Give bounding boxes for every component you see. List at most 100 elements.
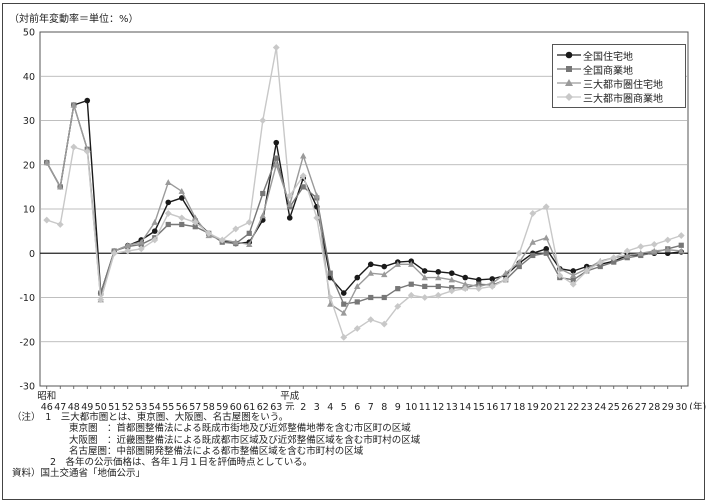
data-point [70, 143, 78, 151]
note-line: 東京圏 ：首都圏整備法による既成市街地及び近郊整備地帯を含む市区町の区域 [12, 423, 411, 435]
data-point [570, 277, 576, 283]
data-point [597, 263, 603, 270]
data-point [327, 270, 333, 276]
y-tick-label: -10 [19, 293, 35, 304]
series-line [46, 104, 682, 315]
x-tick-label: 9 [395, 402, 401, 410]
data-point [408, 261, 415, 267]
data-point [395, 286, 401, 292]
data-point [286, 192, 294, 200]
note-line: 2 各年の公示価格は、各年１月１日を評価時点としている。 [12, 457, 313, 469]
data-point [138, 238, 145, 245]
x-tick-label: 49 [81, 402, 93, 410]
triangle-marker-icon [557, 79, 581, 86]
y-tick-label: 0 [29, 249, 35, 260]
data-point [448, 270, 455, 276]
data-point [664, 236, 672, 244]
x-tick-label: 62 [257, 402, 269, 410]
note-line: 名古屋圏：中部圏開発整備法による都市整備区域を含む市町村の区域 [12, 445, 364, 457]
y-tick-label: 10 [23, 205, 35, 216]
data-point [610, 254, 618, 262]
data-point [475, 277, 482, 283]
data-point [273, 155, 279, 161]
data-point [624, 252, 631, 259]
data-point [435, 274, 442, 281]
data-point [367, 316, 375, 324]
data-point [218, 236, 226, 244]
era-label-showa: 昭和 [37, 391, 56, 402]
data-point [489, 276, 496, 282]
data-point [273, 139, 280, 146]
data-point [381, 294, 387, 301]
x-tick-label: 4 [327, 402, 333, 410]
data-point [165, 199, 172, 206]
x-tick-label: 30 [675, 402, 687, 410]
data-point [434, 291, 442, 299]
data-point [56, 221, 64, 228]
data-point [70, 101, 77, 108]
x-tick-label: 29 [662, 402, 674, 410]
data-point [340, 290, 347, 296]
note-line: （注） 1 三大都市圏とは、東京圏、大阪圏、名古屋圏をいう。 [12, 412, 289, 423]
note-line: 大阪圏 ：近畿圏整備法による既成都市区域及び近郊整備区域を含む市町村の区域 [12, 434, 421, 446]
data-point [368, 294, 374, 301]
data-point [327, 300, 334, 307]
x-tick-label: 8 [381, 402, 387, 410]
legend-label: 三大都市圏商業地 [583, 94, 663, 105]
data-point [259, 212, 266, 219]
legend-item-national-commercial: 全国商業地 [553, 62, 683, 77]
y-tick-label: 20 [23, 160, 35, 171]
x-tick-label: 56 [176, 402, 188, 410]
x-tick-label: 13 [446, 402, 458, 410]
data-point [502, 269, 509, 276]
x-tick-label: 6 [354, 402, 360, 410]
data-point [448, 276, 455, 283]
data-point [151, 236, 159, 244]
data-point [380, 320, 388, 328]
data-point [596, 258, 604, 266]
x-tick-label: 11 [419, 402, 431, 410]
data-point [260, 190, 266, 197]
y-tick-label: -20 [19, 337, 35, 348]
data-point [529, 238, 536, 245]
data-point [83, 148, 91, 155]
x-tick-label: 22 [567, 402, 579, 410]
data-point [97, 296, 105, 304]
chart-legend: 全国住宅地 全国商業地 三大都市圏住宅地 三大都市圏商業地 [552, 44, 686, 108]
figure-frame [2, 3, 705, 500]
data-point [435, 283, 441, 290]
data-point [569, 280, 577, 288]
data-point [516, 263, 522, 270]
legend-item-national-residential: 全国住宅地 [553, 48, 683, 63]
x-unit-label: (年) [689, 401, 706, 410]
data-point [583, 267, 591, 275]
data-point [340, 309, 347, 316]
data-point [313, 192, 320, 199]
x-tick-label: 59 [216, 402, 228, 410]
data-point [529, 210, 537, 217]
x-tick-label: 16 [486, 402, 498, 410]
data-point [43, 159, 50, 166]
x-tick-label: 51 [108, 402, 120, 410]
data-point [381, 271, 388, 278]
x-tick-label: 50 [95, 402, 107, 410]
data-point [313, 214, 321, 222]
y-tick-label: 50 [23, 28, 35, 39]
x-tick-label: 28 [648, 402, 660, 410]
data-point [651, 247, 658, 254]
data-point [637, 243, 645, 251]
x-tick-label: 7 [368, 402, 374, 410]
data-point [367, 261, 374, 268]
data-point [354, 299, 360, 305]
source-line: 資料）国土交通省「地価公示」 [12, 468, 146, 480]
legend-label: 全国住宅地 [583, 52, 633, 63]
y-tick-label: 30 [23, 116, 35, 127]
data-point [542, 203, 550, 211]
chart-notes: （注） 1 三大都市圏とは、東京圏、大阪圏、名古屋圏をいう。 東京圏 ：首都圏整… [12, 412, 420, 480]
x-tick-label: 17 [500, 402, 512, 410]
circle-marker-icon [557, 51, 581, 59]
x-tick-label: 25 [608, 402, 620, 410]
x-tick-label: 52 [122, 402, 134, 410]
data-point [57, 183, 64, 190]
x-tick-label: 55 [162, 402, 174, 410]
